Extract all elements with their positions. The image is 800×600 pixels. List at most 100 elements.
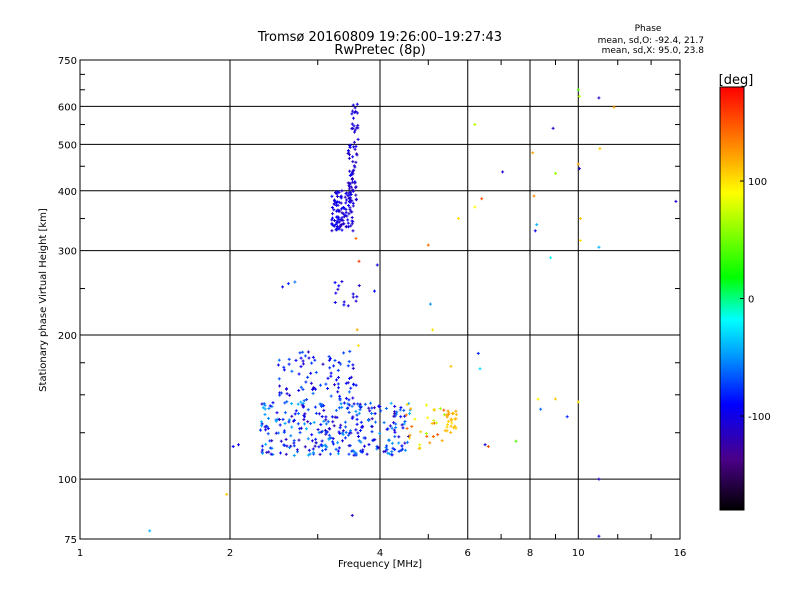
data-point <box>346 149 350 152</box>
data-point <box>318 402 322 406</box>
data-point <box>356 137 360 141</box>
data-point <box>348 174 352 177</box>
data-point <box>277 377 281 381</box>
data-point <box>148 529 152 533</box>
data-point <box>310 361 314 365</box>
data-point <box>359 449 362 453</box>
data-point <box>352 140 356 144</box>
data-point <box>370 412 374 415</box>
data-point <box>337 430 341 434</box>
data-point <box>311 447 315 451</box>
data-point <box>394 426 398 429</box>
data-point <box>337 190 341 194</box>
colorbar-ticks: 100 0 -100 <box>740 177 771 423</box>
data-point <box>327 355 331 359</box>
data-point <box>347 187 351 191</box>
data-point <box>351 366 355 370</box>
data-point <box>260 424 263 428</box>
data-point <box>440 439 444 443</box>
data-point <box>347 444 351 448</box>
data-point <box>480 197 484 201</box>
data-point <box>336 449 340 453</box>
data-point <box>333 359 337 362</box>
data-point <box>330 218 334 222</box>
data-point <box>392 414 396 418</box>
data-point <box>337 200 341 204</box>
data-point <box>404 413 408 417</box>
data-point <box>307 448 311 452</box>
colorbar-tick-label: 0 <box>748 295 754 306</box>
data-point <box>290 402 294 406</box>
data-point <box>326 376 330 380</box>
data-point <box>298 427 302 431</box>
data-point <box>333 383 336 387</box>
data-point <box>267 407 271 410</box>
data-point <box>349 386 353 390</box>
data-point <box>336 382 340 386</box>
plot-frame <box>79 59 681 540</box>
data-point <box>352 450 356 454</box>
data-point <box>286 282 290 286</box>
data-point <box>386 451 390 455</box>
data-point <box>390 441 394 445</box>
data-point <box>403 448 407 452</box>
data-point <box>385 427 389 431</box>
data-point <box>356 431 360 435</box>
data-point <box>334 223 338 226</box>
data-point <box>536 397 540 401</box>
data-point <box>302 399 306 403</box>
data-point <box>355 295 359 299</box>
data-point <box>301 359 305 363</box>
data-point <box>361 448 365 452</box>
data-point <box>340 216 344 220</box>
data-point <box>349 224 353 228</box>
data-point <box>347 212 351 216</box>
data-point <box>347 390 351 394</box>
data-point <box>357 439 361 443</box>
data-point <box>339 362 343 366</box>
data-point <box>385 448 389 452</box>
data-point <box>397 449 401 453</box>
data-point <box>347 410 351 414</box>
data-point <box>297 372 301 376</box>
data-point <box>306 408 310 412</box>
data-point <box>274 431 278 435</box>
data-point <box>353 106 357 110</box>
data-point <box>303 415 306 419</box>
data-point <box>343 213 347 217</box>
data-point <box>355 152 359 156</box>
data-point <box>370 417 374 421</box>
data-point <box>354 383 358 387</box>
data-point <box>390 450 394 454</box>
data-point <box>337 375 340 379</box>
data-point <box>287 362 291 366</box>
data-point <box>353 128 357 132</box>
data-point <box>450 412 454 416</box>
data-point <box>340 228 344 232</box>
data-point <box>355 417 359 421</box>
data-point <box>260 448 264 452</box>
data-point <box>342 303 346 307</box>
data-point <box>351 396 355 400</box>
data-point <box>379 409 383 413</box>
data-point <box>293 280 297 284</box>
data-point <box>476 351 480 355</box>
data-point <box>354 110 358 113</box>
data-point <box>393 435 397 439</box>
data-point <box>413 417 417 421</box>
data-point <box>277 418 281 421</box>
data-point <box>263 407 267 411</box>
data-point <box>329 371 333 375</box>
data-point <box>312 420 316 424</box>
data-point <box>316 428 320 432</box>
data-point <box>539 407 543 411</box>
data-point <box>325 445 329 449</box>
data-point <box>424 432 428 435</box>
data-point <box>350 170 354 174</box>
data-point <box>310 439 314 443</box>
data-point <box>329 436 333 440</box>
data-point <box>400 444 404 448</box>
data-point <box>313 444 317 448</box>
data-point <box>283 401 287 405</box>
data-point <box>346 381 350 385</box>
